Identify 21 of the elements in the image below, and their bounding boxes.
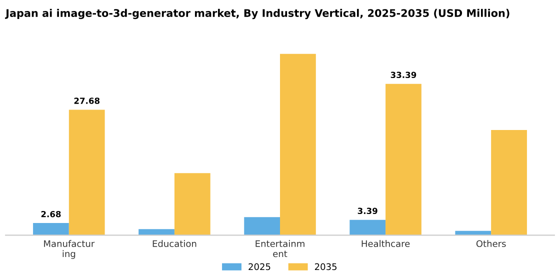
bar — [491, 130, 527, 236]
x-tick-label: Education — [152, 240, 196, 248]
x-tick-label: Healthcare — [362, 240, 410, 248]
bar — [138, 229, 174, 236]
legend-label: 2025 — [248, 263, 270, 270]
x-tick-label: Manufacturing — [44, 240, 95, 259]
bar — [68, 110, 105, 236]
bar — [280, 54, 316, 236]
data-label: 27.68 — [74, 98, 100, 104]
bar — [33, 223, 69, 236]
data-label: 2.68 — [41, 210, 61, 218]
chart-title: Japan ai image-to-3d-generator market, By Industry Vertical, 2025-2035 (USD Million) — [5, 8, 510, 20]
data-label: 3.39 — [358, 208, 378, 214]
legend-label: 2035 — [314, 263, 336, 270]
data-label: 33.39 — [390, 72, 416, 78]
bar — [350, 220, 386, 236]
x-tick-label: Others — [476, 240, 506, 248]
x-tick-label: Entertainment — [256, 240, 304, 258]
bar — [174, 173, 210, 236]
bar — [386, 84, 422, 236]
bar — [244, 217, 280, 236]
